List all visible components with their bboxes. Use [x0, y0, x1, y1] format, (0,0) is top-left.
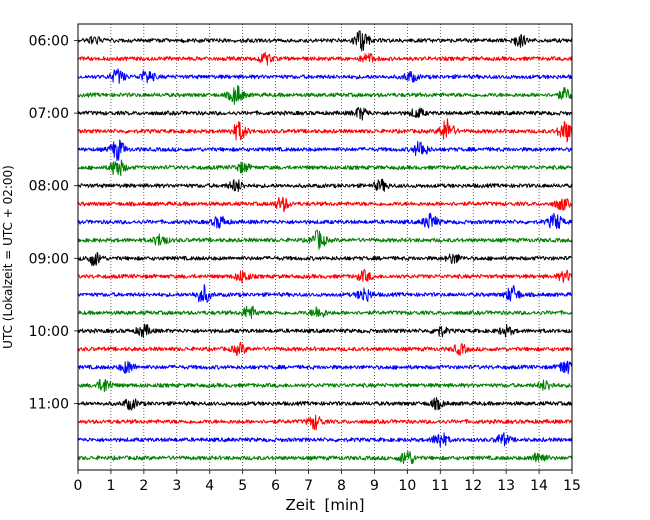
trace-1030 [77, 360, 573, 375]
y-tick-label: 07:00 [29, 106, 69, 122]
trace-0700 [77, 107, 573, 121]
trace-0945 [77, 305, 573, 320]
trace-1000 [77, 323, 573, 338]
trace-0745 [77, 159, 573, 177]
x-tick-label: 9 [370, 478, 379, 494]
x-tick-label: 14 [530, 478, 548, 494]
y-tick-label: 06:00 [29, 34, 69, 50]
grid-lines [110, 24, 540, 470]
trace-0645 [77, 84, 573, 105]
x-tick-label: 11 [431, 478, 449, 494]
x-tick-label: 10 [398, 478, 416, 494]
trace-0845 [77, 229, 573, 251]
trace-0830 [77, 212, 573, 230]
trace-0900 [77, 251, 573, 267]
x-tick-label: 12 [464, 478, 482, 494]
y-axis-label: UTC (Lokalzeit = UTC + 02:00) [1, 165, 15, 349]
x-tick-label: 0 [74, 478, 83, 494]
trace-1130 [77, 432, 573, 448]
trace-0615 [77, 51, 573, 66]
x-axis-ticks: 0 1 2 3 4 5 6 7 8 9 10 11 12 13 14 15 [74, 470, 581, 494]
y-tick-label: 08:00 [29, 179, 69, 195]
trace-0600 [77, 30, 573, 52]
trace-group [77, 30, 573, 464]
x-tick-label: 3 [172, 478, 181, 494]
x-tick-label: 15 [563, 478, 581, 494]
trace-0630 [77, 68, 573, 84]
trace-1015 [77, 341, 573, 357]
trace-0915 [77, 269, 573, 284]
trace-1100 [77, 397, 573, 411]
plot-frame [77, 23, 573, 471]
trace-1115 [77, 414, 573, 431]
x-tick-label: 4 [205, 478, 214, 494]
trace-0930 [77, 284, 573, 303]
y-tick-label: 09:00 [29, 251, 69, 267]
trace-1145 [77, 450, 573, 464]
x-axis-label: Zeit [min] [285, 496, 364, 514]
y-tick-label: 10:00 [29, 324, 69, 340]
x-tick-label: 5 [238, 478, 247, 494]
y-axis-ticks: 06:00 07:00 08:00 09:00 10:00 11:00 [29, 34, 78, 413]
trace-0715 [77, 118, 573, 143]
x-tick-label: 1 [106, 478, 115, 494]
x-tick-label: 2 [139, 478, 148, 494]
x-tick-label: 6 [271, 478, 280, 494]
trace-0800 [77, 178, 573, 193]
trace-0730 [77, 139, 573, 162]
y-tick-label: 11:00 [29, 397, 69, 413]
trace-0815 [77, 196, 573, 213]
x-tick-label: 8 [337, 478, 346, 494]
trace-1045 [77, 378, 573, 393]
x-tick-label: 13 [497, 478, 515, 494]
x-tick-label: 7 [304, 478, 313, 494]
